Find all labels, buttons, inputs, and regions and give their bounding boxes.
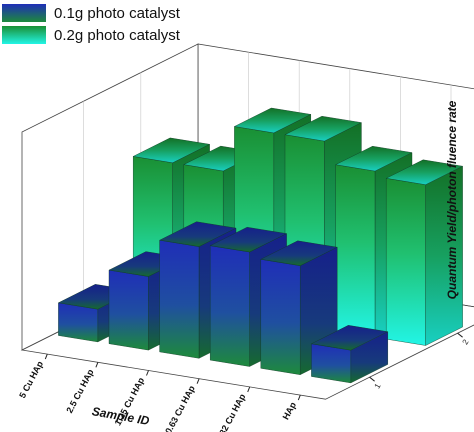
depth-axis-tick — [369, 376, 375, 382]
legend-swatch-series-1 — [2, 4, 46, 22]
category-axis-tick — [297, 394, 301, 401]
bar-series-2 — [385, 159, 464, 346]
value-axis-title: Quantum Yield/photon fluence rate — [445, 100, 459, 299]
bar-top-face — [132, 137, 211, 164]
legend-item-series-2: 0.2g photo catalyst — [2, 24, 180, 46]
category-tick-label: 2.5 Cu HAp — [64, 367, 96, 415]
bar-front-face — [58, 302, 99, 343]
category-axis-tick — [247, 386, 251, 393]
bar-front-face — [159, 239, 200, 359]
depth-tick-label: 1 — [373, 381, 383, 390]
bar-front-face — [260, 259, 301, 375]
bar-top-face — [158, 221, 237, 247]
depth-tick-label: 2 — [461, 337, 471, 346]
bar-top-face — [334, 145, 413, 172]
legend-label-series-2: 0.2g photo catalyst — [54, 26, 180, 44]
legend: 0.1g photo catalyst 0.2g photo catalyst — [2, 2, 180, 46]
category-tick-label: 0.63 Cu HAp — [163, 384, 197, 432]
legend-swatch-series-2 — [2, 26, 46, 44]
bar-top-face — [310, 325, 389, 351]
category-tick-label: 5 Cu HAp — [17, 359, 45, 400]
category-axis-tick — [146, 370, 149, 376]
bar-front-face — [335, 164, 376, 338]
bar-top-face — [233, 107, 312, 134]
category-axis-tick — [95, 362, 99, 368]
legend-label-series-1: 0.1g photo catalyst — [54, 4, 180, 22]
bar-front-face — [386, 178, 426, 346]
bar-top-face — [209, 226, 288, 253]
bars-group — [57, 107, 464, 384]
bar-top-face — [385, 159, 464, 185]
bar-series-1 — [310, 325, 389, 384]
bar-front-face — [311, 343, 351, 384]
category-axis-tick — [196, 378, 200, 384]
category-tick-label: HAp — [281, 400, 299, 421]
bar-top-face — [260, 240, 338, 266]
legend-item-series-1: 0.1g photo catalyst — [2, 2, 180, 24]
depth-axis-tick — [457, 332, 463, 338]
bar-front-face — [209, 245, 250, 367]
bar-front-face — [108, 269, 149, 351]
bar-top-face — [284, 115, 363, 142]
category-tick-label: 0.32 Cu HAp — [214, 392, 248, 432]
category-axis-tick — [44, 353, 48, 360]
